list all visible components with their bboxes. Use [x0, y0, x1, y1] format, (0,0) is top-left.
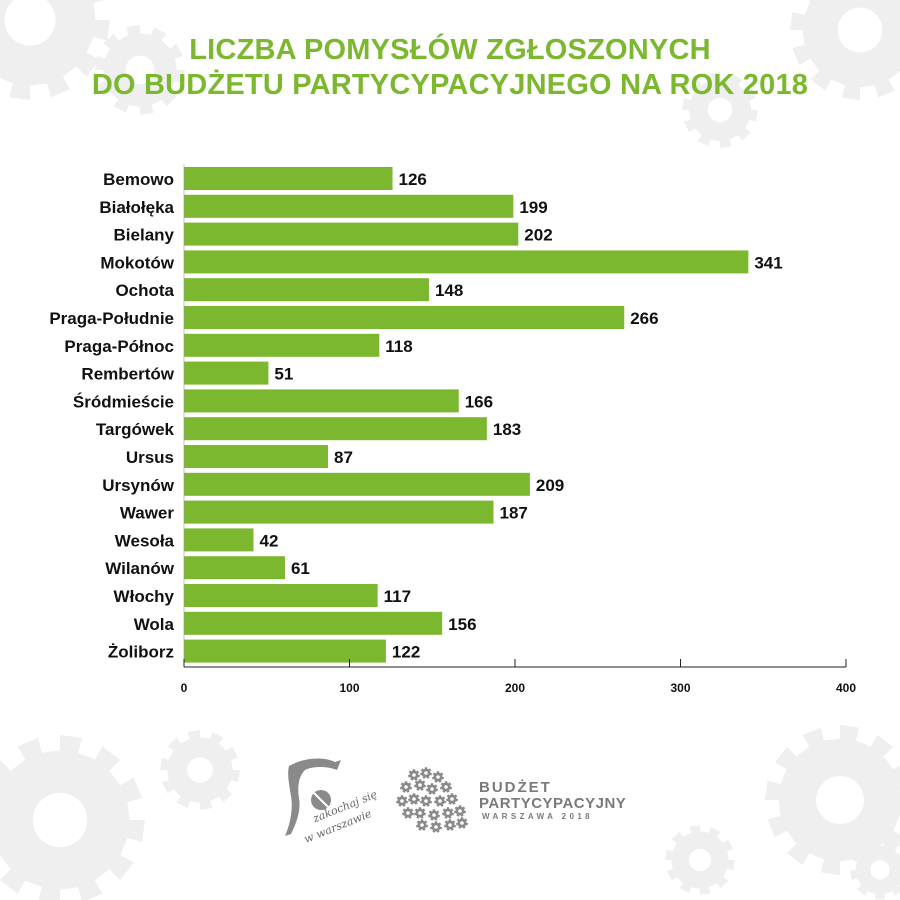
category-label: Włochy — [114, 587, 175, 606]
value-label: 61 — [291, 559, 310, 578]
category-label: Praga-Południe — [49, 309, 174, 328]
value-label: 209 — [536, 476, 564, 495]
value-label: 118 — [385, 337, 412, 356]
bar — [184, 222, 519, 246]
value-label: 187 — [499, 504, 527, 523]
x-tick-label: 200 — [505, 681, 525, 695]
bar — [184, 584, 378, 607]
value-label: 42 — [260, 531, 279, 550]
value-label: 122 — [392, 643, 420, 662]
bar — [184, 445, 328, 468]
bar — [184, 611, 443, 635]
x-tick-label: 0 — [181, 681, 188, 695]
bar — [184, 250, 749, 274]
chart-title-line-2: DO BUDŻETU PARTYCYPACYJNEGO NA ROK 2018 — [91, 69, 809, 101]
category-label: Ursus — [126, 448, 174, 467]
bar — [184, 500, 494, 524]
category-label: Bemowo — [103, 170, 174, 189]
category-label: Targówek — [96, 420, 175, 439]
bar — [184, 639, 386, 663]
category-label: Wola — [134, 615, 175, 634]
category-label: Żoliborz — [108, 643, 174, 662]
category-label: Wesoła — [115, 531, 175, 550]
brand-line-1: BUDŻET — [479, 779, 552, 796]
value-label: 183 — [493, 420, 521, 439]
category-label: Praga-Północ — [64, 337, 174, 356]
bar — [184, 361, 269, 385]
bar — [184, 167, 393, 190]
value-label: 202 — [524, 226, 552, 245]
category-label: Ochota — [115, 281, 174, 300]
category-label: Mokotów — [100, 253, 174, 272]
value-label: 117 — [384, 587, 411, 606]
bar — [184, 333, 380, 357]
bar — [184, 472, 530, 496]
bar — [184, 556, 285, 580]
category-label: Bielany — [114, 226, 175, 245]
category-label: Białołęka — [99, 198, 174, 217]
category-label: Rembertów — [81, 365, 174, 384]
bar — [184, 194, 514, 218]
gear-icon — [765, 725, 900, 875]
gear-icon — [0, 735, 145, 900]
bar — [184, 306, 625, 329]
value-label: 51 — [274, 365, 293, 384]
x-tick-label: 100 — [339, 681, 359, 695]
gear-icon — [665, 825, 735, 895]
value-label: 266 — [630, 309, 658, 328]
bar — [184, 528, 254, 552]
x-tick-label: 400 — [836, 681, 856, 695]
value-label: 148 — [435, 281, 463, 300]
value-label: 87 — [334, 448, 353, 467]
value-label: 156 — [448, 615, 476, 634]
brand-line-2: PARTYCYPACYJNY — [479, 795, 627, 812]
bar — [184, 389, 459, 413]
x-tick-label: 300 — [670, 681, 690, 695]
gear-icon — [850, 840, 900, 900]
value-label: 126 — [399, 170, 427, 189]
value-label: 199 — [519, 198, 547, 217]
gear-cluster-map-icon — [396, 767, 468, 833]
bar — [184, 417, 487, 441]
category-label: Śródmieście — [73, 392, 174, 411]
gear-icon — [160, 730, 240, 810]
chart-title-line-1: LICZBA POMYSŁÓW ZGŁOSZONYCH — [189, 34, 711, 66]
gear-icon — [682, 72, 758, 148]
gear-icon — [95, 25, 185, 115]
value-label: 341 — [754, 253, 782, 272]
category-label: Ursynów — [102, 476, 175, 495]
gear-icon — [790, 0, 900, 100]
category-label: Wawer — [120, 504, 175, 523]
bar — [184, 278, 429, 302]
gear-icon — [0, 0, 110, 100]
category-label: Wilanów — [105, 559, 175, 578]
brand-line-3: WARSZAWA 2018 — [482, 812, 594, 821]
bars — [184, 167, 749, 663]
zakochaj-sie-w-warszawie-logo — [285, 758, 341, 836]
value-label: 166 — [465, 392, 493, 411]
